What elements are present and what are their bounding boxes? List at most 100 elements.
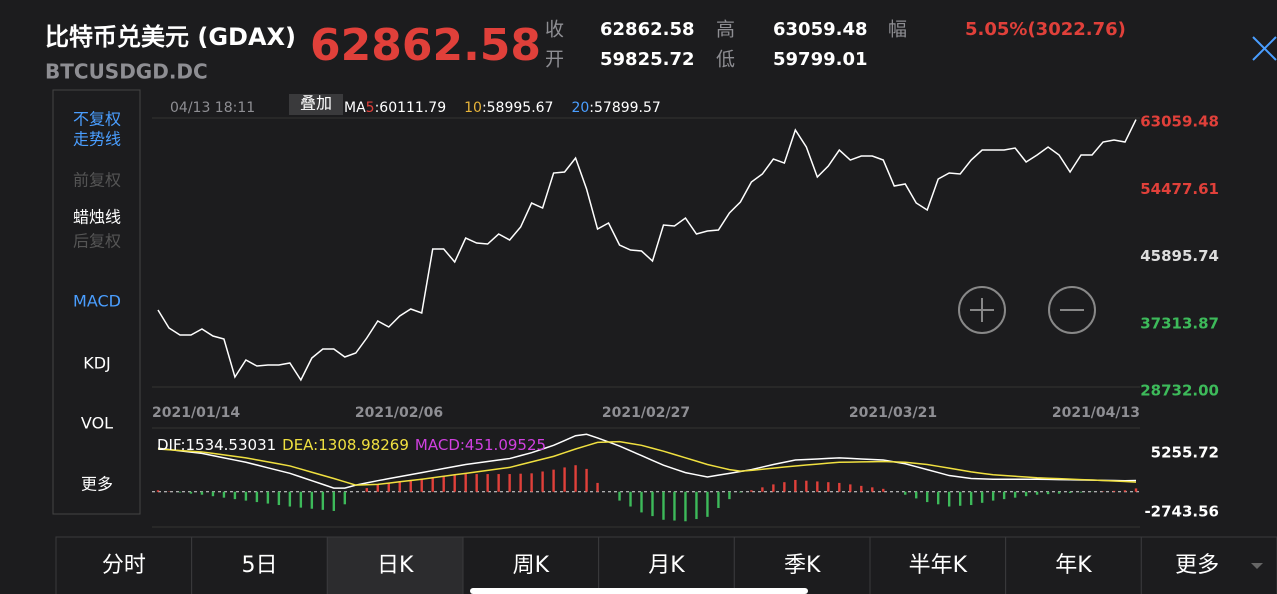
ma-value: :57899.57 [589, 100, 661, 116]
last-price: 62862.58 [310, 20, 541, 71]
macd-bar [409, 479, 412, 492]
macd-bar [563, 467, 566, 492]
macd-bar [717, 491, 720, 508]
macd-bar [904, 491, 907, 495]
macd-legend: DIF:1534.53031 DEA:1308.98269 MACD:451.095… [157, 436, 546, 454]
overlay-button[interactable] [289, 94, 343, 115]
macd-legend-item: MACD:451.09525 [415, 436, 546, 454]
tab[interactable] [733, 536, 871, 594]
side-menu-item[interactable]: 后复权 [73, 232, 121, 251]
macd-bar [200, 491, 204, 495]
macd-bar [695, 491, 698, 520]
macd-bar [816, 481, 819, 492]
tab-label: 半年K [909, 553, 968, 578]
macd-bar [1013, 491, 1017, 498]
side-menu-item[interactable]: 更多 [81, 475, 113, 494]
macd-bar [926, 491, 929, 503]
tab[interactable] [598, 536, 735, 594]
macd-bar [673, 491, 676, 521]
home-indicator [470, 588, 808, 594]
y-tick-label: -2743.56 [1144, 503, 1219, 521]
macd-bar [1057, 491, 1061, 494]
macd-bar [991, 491, 995, 501]
macd-bar [662, 491, 665, 520]
y-tick-label: 54477.61 [1140, 180, 1219, 198]
macd-bar [1079, 491, 1083, 493]
macd-bar [947, 491, 951, 507]
y-tick-label: 5255.72 [1151, 444, 1219, 462]
macd-bar [189, 491, 193, 494]
macd-bar [706, 491, 709, 517]
macd-bar [651, 491, 654, 517]
tab[interactable] [869, 536, 1007, 594]
macd-bar [596, 482, 599, 492]
macd-bar [475, 474, 478, 492]
quote-label: 收 [545, 19, 564, 41]
macd-bar [299, 491, 303, 508]
crosshair-time: 04/13 18:11 [170, 100, 255, 116]
macd-bar [431, 477, 434, 492]
overlay-button-label: 叠加 [300, 94, 332, 113]
macd-bar [508, 474, 511, 492]
tab-label: 日K [377, 553, 414, 578]
tab-label: 年K [1055, 553, 1092, 578]
macd-bar [772, 484, 775, 492]
x-tick-label: 2021/01/14 [152, 405, 240, 421]
quote-label: 低 [716, 49, 735, 71]
tab-label: 周K [513, 553, 550, 578]
side-menu-item[interactable]: 不复权 [73, 110, 121, 129]
tab-label: 更多 [1175, 553, 1219, 578]
side-menu-item[interactable]: VOL [81, 414, 113, 433]
macd-bar [827, 482, 830, 492]
side-menu-item[interactable]: KDJ [83, 354, 111, 373]
macd-bar [233, 491, 237, 500]
macd-bar [783, 482, 786, 492]
macd-bar [871, 487, 874, 492]
y-tick-label: 63059.48 [1140, 113, 1219, 131]
macd-bar [277, 491, 281, 506]
macd-bar [398, 481, 401, 492]
tab[interactable] [55, 536, 193, 594]
ma-value: :60111.79 [375, 100, 447, 116]
zoom-in-button[interactable] [958, 286, 1006, 334]
side-menu-item[interactable]: 前复权 [73, 171, 121, 190]
ma-period: 5 [366, 100, 375, 116]
macd-bar [860, 485, 863, 492]
macd-bar [1024, 491, 1028, 497]
macd-bar [629, 491, 632, 507]
tab[interactable] [462, 536, 600, 594]
macd-bar [1112, 490, 1116, 492]
macd-bar [574, 465, 577, 492]
zoom-out-button[interactable] [1048, 286, 1096, 334]
quote-label: 高 [716, 19, 735, 41]
side-menu-item[interactable]: 蜡烛线 [73, 208, 121, 227]
side-menu-item[interactable]: 走势线 [73, 130, 121, 149]
macd-line [157, 440, 1137, 486]
macd-bar [420, 478, 423, 492]
tab[interactable] [191, 536, 328, 594]
macd-bar [178, 491, 182, 493]
macd-bar [365, 488, 368, 492]
tab[interactable] [1005, 536, 1142, 594]
y-tick-label: 28732.00 [1140, 382, 1219, 400]
macd-bar [958, 491, 962, 506]
dropdown-arrow [1251, 563, 1263, 569]
macd-bar [519, 473, 522, 492]
macd-bar [969, 491, 973, 506]
macd-bar [1002, 491, 1006, 500]
macd-bar [332, 491, 336, 511]
side-menu-item[interactable]: MACD [73, 292, 121, 311]
macd-bar [618, 491, 621, 501]
macd-bar [640, 491, 643, 513]
macd-bar [343, 491, 347, 505]
tab[interactable] [326, 536, 464, 594]
macd-bar [1068, 491, 1072, 494]
tab-label: 分时 [102, 553, 146, 578]
close-button[interactable] [1252, 36, 1277, 61]
macd-bar [288, 491, 292, 507]
macd-line [157, 433, 1137, 489]
macd-bar [310, 491, 314, 509]
macd-bar [915, 491, 918, 499]
